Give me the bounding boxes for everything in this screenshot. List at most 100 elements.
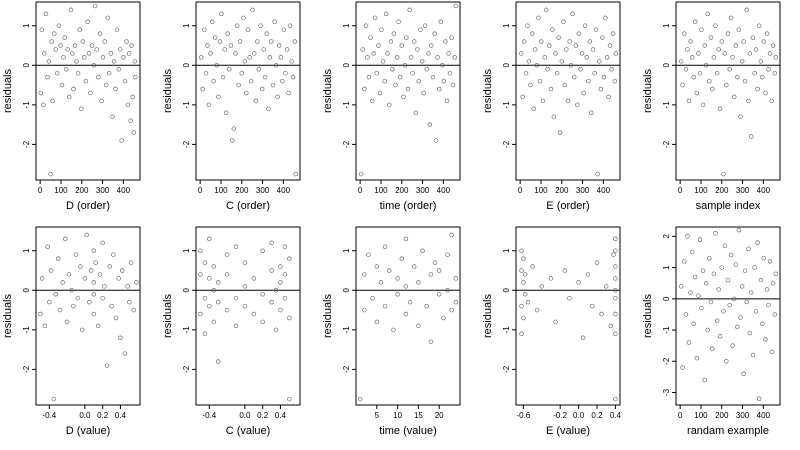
data-point	[692, 19, 698, 25]
data-point	[108, 51, 114, 56]
scatter-panel: 0 100 200 300 400 2 1 0 -1 -2 -3 randam example resi…	[642, 226, 781, 437]
data-point	[230, 138, 235, 143]
data-point	[233, 295, 239, 301]
data-point	[590, 47, 596, 52]
data-point	[770, 280, 776, 286]
data-point	[722, 51, 728, 56]
data-point	[63, 66, 69, 72]
data-point	[403, 311, 409, 317]
data-point	[211, 288, 217, 293]
data-point	[127, 299, 132, 305]
data-point	[731, 296, 737, 302]
data-point	[402, 63, 408, 68]
data-point	[134, 280, 139, 285]
data-point	[567, 295, 572, 301]
data-point	[441, 315, 446, 321]
data-point	[436, 86, 442, 92]
x-tick-label: 20	[435, 411, 444, 420]
data-point	[75, 295, 81, 301]
y-tick-label: -1	[502, 326, 511, 334]
data-point	[407, 7, 412, 13]
data-point	[576, 280, 581, 285]
data-point	[739, 59, 745, 64]
data-point	[202, 295, 208, 301]
data-point	[403, 284, 409, 289]
data-point	[449, 307, 454, 313]
x-axis-label: E (value)	[546, 425, 590, 437]
data-point	[53, 47, 59, 52]
data-point	[258, 23, 263, 28]
data-point	[613, 236, 618, 242]
x-tick-label: 0	[38, 186, 43, 195]
data-point	[680, 365, 685, 370]
data-point	[46, 59, 52, 64]
y-tick-label: -1	[182, 326, 191, 334]
data-point	[60, 280, 65, 285]
data-point	[53, 291, 58, 297]
data-point	[601, 74, 607, 80]
x-tick-label: 100	[374, 186, 388, 195]
data-point	[416, 78, 422, 84]
data-point	[529, 31, 535, 36]
data-point	[85, 19, 90, 25]
data-point	[377, 90, 383, 96]
data-point	[79, 106, 84, 112]
data-point	[761, 255, 767, 261]
y-tick-label: 1	[502, 248, 511, 253]
data-point	[113, 86, 118, 92]
data-point	[688, 39, 693, 44]
x-axis-label: E (order)	[546, 200, 589, 212]
data-point	[266, 106, 271, 112]
data-point	[741, 371, 746, 377]
data-point	[233, 51, 238, 56]
data-point	[568, 63, 574, 68]
y-tick-label: 1	[182, 248, 191, 253]
data-point	[273, 327, 279, 333]
data-point	[224, 307, 230, 313]
data-point	[275, 94, 280, 100]
data-point	[688, 290, 693, 295]
x-tick-label: 300	[736, 186, 750, 195]
x-tick-label: 100	[54, 186, 68, 195]
data-point	[683, 66, 689, 72]
data-point	[547, 43, 552, 48]
x-tick-label: -0.4	[42, 411, 56, 420]
data-point	[253, 98, 259, 104]
data-point	[523, 70, 529, 76]
data-point	[79, 327, 85, 333]
x-tick-label: 300	[736, 411, 750, 420]
data-point	[613, 264, 618, 269]
data-point	[738, 114, 743, 119]
data-point	[433, 138, 439, 143]
data-point	[102, 284, 107, 289]
data-point	[47, 299, 52, 305]
data-point	[125, 102, 131, 108]
data-point	[580, 335, 586, 341]
data-point	[49, 39, 54, 44]
data-point	[122, 351, 128, 356]
x-tick-label: 200	[75, 186, 89, 195]
data-point	[766, 66, 771, 72]
data-point	[408, 55, 414, 60]
data-point	[699, 27, 704, 32]
data-point	[744, 299, 749, 305]
data-point	[756, 23, 762, 28]
data-point	[260, 319, 265, 325]
x-tick-label: 100	[694, 186, 708, 195]
data-point	[453, 276, 459, 281]
data-point	[105, 15, 111, 21]
data-point	[713, 230, 718, 236]
data-point	[374, 264, 380, 269]
data-point	[559, 59, 565, 64]
data-point	[395, 291, 400, 297]
data-point	[576, 31, 582, 36]
data-point	[202, 260, 208, 265]
data-point	[102, 39, 107, 44]
data-point	[245, 27, 251, 32]
data-point	[88, 90, 93, 96]
data-point	[736, 27, 742, 32]
data-point	[251, 276, 257, 281]
data-point	[119, 138, 124, 143]
data-point	[272, 19, 277, 25]
data-point	[91, 248, 97, 253]
